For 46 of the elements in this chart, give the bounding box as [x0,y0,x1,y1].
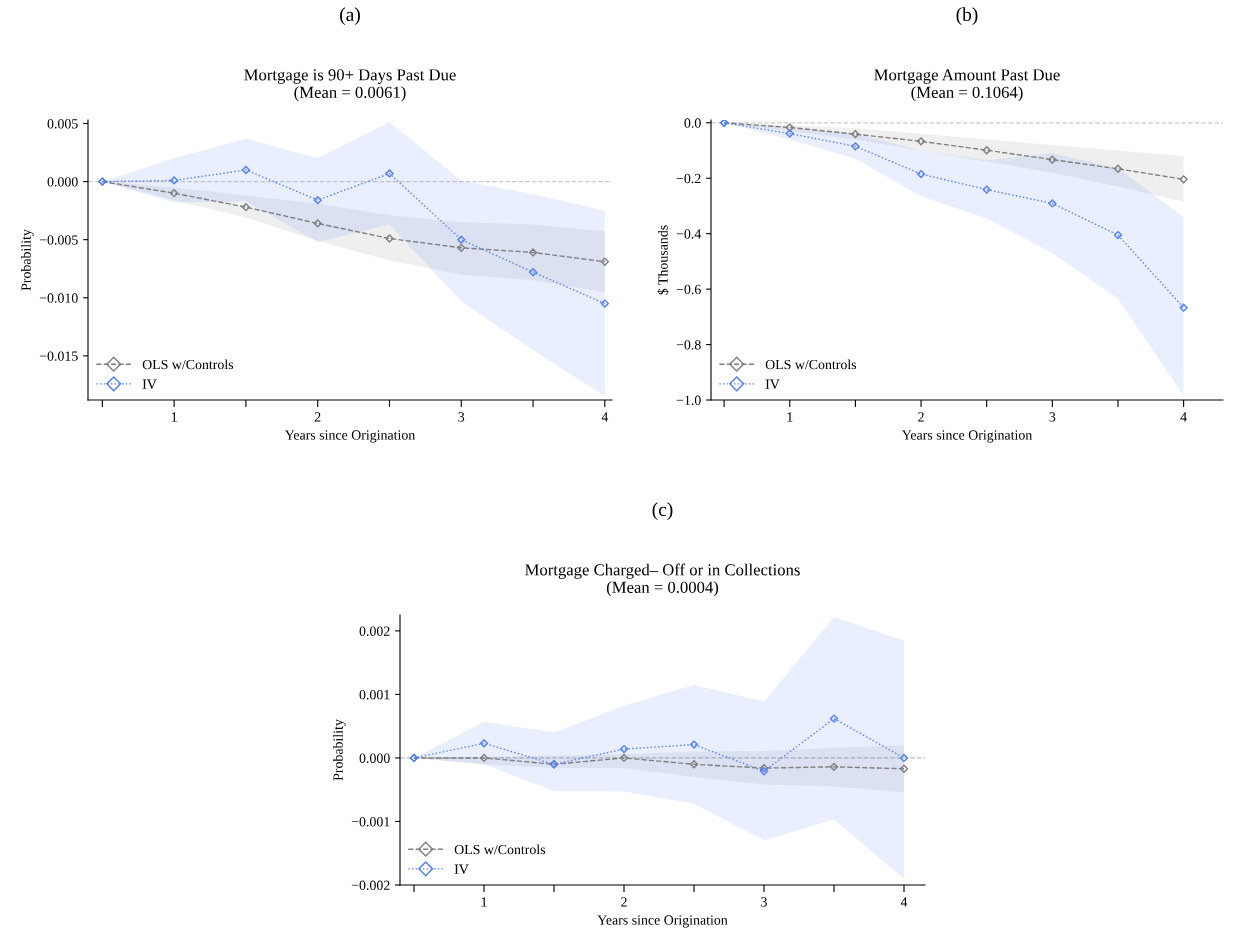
y-tick-label: −0.4 [676,229,702,239]
y-tick-label: −1.0 [676,395,701,406]
x-axis-title: Years since Origination [597,915,728,928]
y-tick-label: 0.001 [359,689,390,700]
y-tick-label: 0.000 [47,177,78,187]
y-tick-label: −0.005 [39,235,78,245]
y-tick-label: −0.8 [676,340,701,350]
x-tick-label: 1 [171,412,177,422]
text: (a) [340,7,360,25]
x-tick-label: 2 [918,412,924,422]
y-tick-label: 0.005 [47,119,78,129]
x-axis-title: Years since Origination [901,430,1033,443]
text: (c) [652,502,673,520]
x-tick-label: 1 [481,897,487,907]
x-tick-label: 1 [787,412,793,422]
text: (b) [956,7,978,25]
x-tick-label: 4 [900,897,908,907]
legend-label: OLS w/Controls [454,844,546,855]
legend-label: IV [142,379,157,389]
y-tick-label: 0.000 [359,753,390,763]
legend-label: OLS w/Controls [142,359,234,370]
x-tick-label: 3 [458,412,465,422]
chart-title: Mortgage Amount Past Due (Mean = 0.1064) [874,69,1060,102]
y-tick-label: −0.2 [676,173,701,184]
legend-label: IV [454,864,469,874]
y-tick-label: −0.010 [39,293,78,303]
legend-label: IV [765,379,780,389]
y-tick-label: −0.001 [351,817,390,827]
y-tick-label: −0.002 [351,880,390,891]
x-tick-label: 2 [621,897,627,907]
y-tick-label: 0.0 [684,118,701,128]
y-tick-label: 0.002 [359,626,390,636]
chart-title: Mortgage Charged– Off or in Collections (Mean = 0.0004) [525,563,800,597]
x-tick-label: 3 [1049,412,1056,422]
x-tick-label: 3 [761,897,767,907]
x-tick-label: 2 [314,412,321,422]
y-axis-title: Probability [333,719,346,781]
y-axis-title: $ Thousands [657,225,669,295]
x-tick-label: 4 [601,412,609,422]
y-axis-title: Probability [21,229,34,291]
legend-label: OLS w/Controls [765,359,857,370]
x-tick-label: 4 [1180,412,1187,422]
x-axis-title: Years since Origination [284,430,416,443]
chart-title: Mortgage is 90+ Days Past Due (Mean = 0.0061) [244,69,456,102]
y-tick-label: −0.6 [676,284,701,295]
y-tick-label: −0.015 [39,351,78,361]
